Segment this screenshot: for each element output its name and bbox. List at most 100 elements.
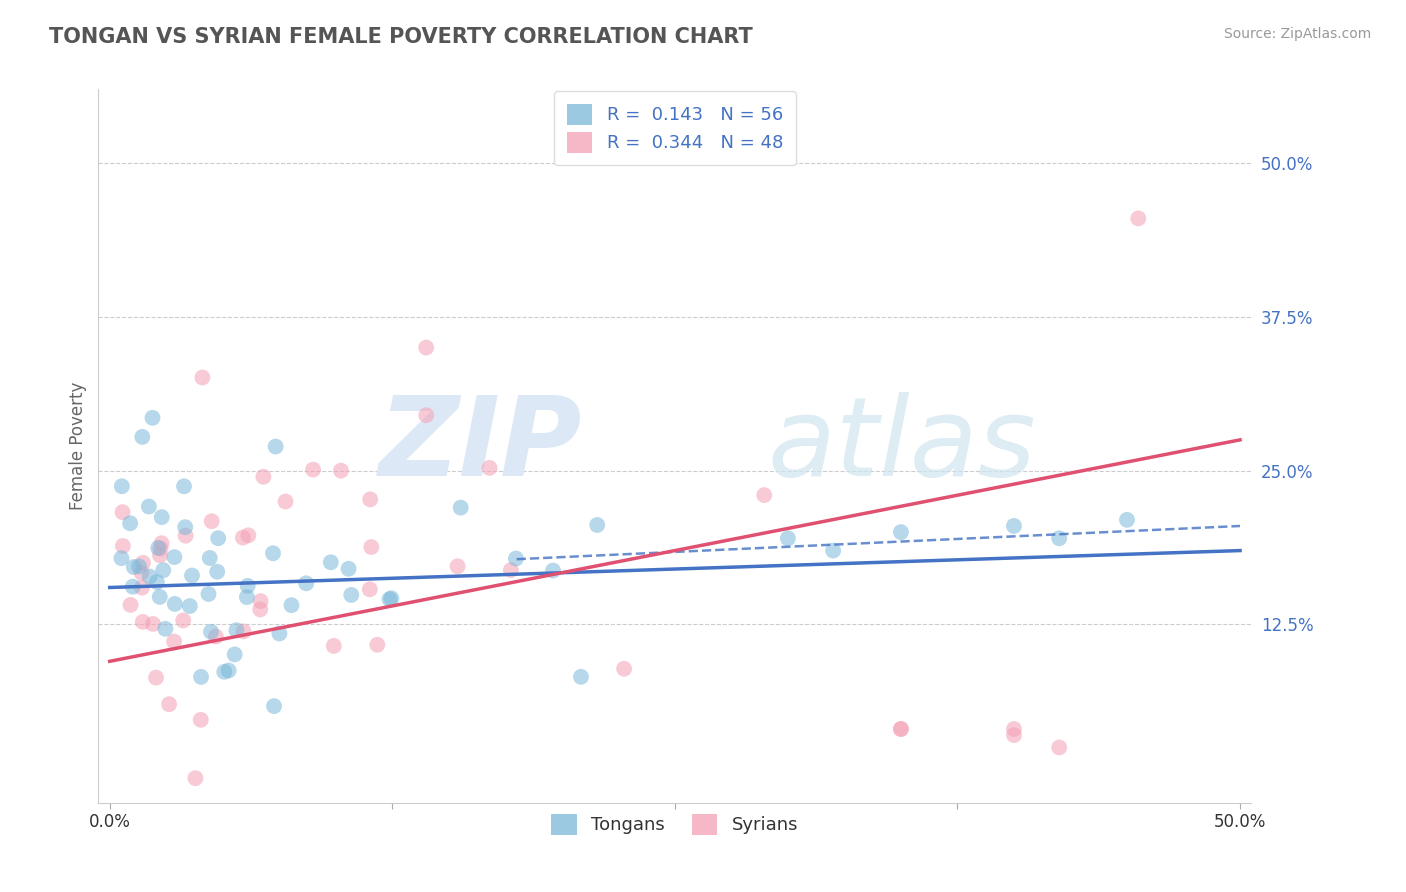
Point [322, 639, 344, 653]
Point [179, 599, 201, 613]
Point [366, 638, 388, 652]
Point [149, 549, 172, 563]
Point [478, 460, 501, 475]
Point [157, 697, 180, 711]
Point [163, 634, 186, 648]
Point [121, 580, 143, 594]
Point [141, 410, 163, 425]
Point [191, 370, 214, 384]
Point [586, 518, 609, 533]
Point [138, 500, 160, 514]
Point [207, 531, 229, 545]
Point [205, 630, 228, 644]
Point [295, 576, 318, 591]
Point [172, 614, 194, 628]
Point [155, 622, 177, 636]
Point [319, 555, 342, 569]
Point [232, 531, 254, 545]
Point [111, 505, 134, 519]
Point [181, 568, 204, 582]
Point [173, 479, 195, 493]
Point [415, 341, 437, 355]
Point [569, 670, 592, 684]
Point [201, 514, 224, 528]
Point [1002, 728, 1025, 742]
Point [120, 516, 142, 531]
Point [238, 528, 260, 542]
Point [280, 598, 302, 612]
Point [174, 520, 197, 534]
Point [236, 579, 259, 593]
Point [224, 648, 246, 662]
Point [302, 462, 325, 476]
Point [163, 597, 186, 611]
Point [1002, 722, 1025, 736]
Point [823, 543, 845, 558]
Point [146, 575, 169, 590]
Point [359, 492, 381, 507]
Point [252, 470, 274, 484]
Point [1116, 513, 1139, 527]
Point [890, 722, 912, 736]
Point [111, 539, 134, 553]
Point [145, 671, 167, 685]
Text: Source: ZipAtlas.com: Source: ZipAtlas.com [1223, 27, 1371, 41]
Point [359, 582, 381, 597]
Point [138, 569, 160, 583]
Point [329, 464, 352, 478]
Point [174, 529, 197, 543]
Point [131, 430, 153, 444]
Point [184, 771, 207, 785]
Point [225, 623, 247, 637]
Point [120, 598, 142, 612]
Point [1128, 211, 1150, 226]
Point [450, 500, 472, 515]
Point [131, 581, 153, 595]
Point [269, 626, 291, 640]
Point [198, 551, 221, 566]
Point [446, 559, 468, 574]
Point [214, 665, 236, 679]
Point [754, 488, 776, 502]
Point [232, 624, 254, 639]
Point [264, 440, 287, 454]
Point [236, 590, 259, 604]
Point [200, 624, 222, 639]
Point [163, 550, 186, 565]
Legend: Tongans, Syrians: Tongans, Syrians [543, 805, 807, 844]
Point [111, 479, 134, 493]
Point [262, 546, 284, 560]
Point [337, 562, 360, 576]
Point [263, 699, 285, 714]
Point [378, 592, 401, 607]
Point [150, 510, 173, 524]
Point [128, 559, 150, 574]
Point [142, 616, 165, 631]
Point [190, 713, 212, 727]
Point [197, 587, 219, 601]
Text: TONGAN VS SYRIAN FEMALE POVERTY CORRELATION CHART: TONGAN VS SYRIAN FEMALE POVERTY CORRELAT… [49, 27, 754, 46]
Y-axis label: Female Poverty: Female Poverty [69, 382, 87, 510]
Point [1047, 740, 1070, 755]
Text: atlas: atlas [768, 392, 1036, 500]
Point [1002, 519, 1025, 533]
Point [890, 722, 912, 736]
Point [415, 409, 437, 423]
Point [190, 670, 212, 684]
Point [149, 541, 172, 556]
Point [380, 591, 402, 606]
Point [148, 541, 170, 555]
Point [249, 602, 271, 616]
Point [149, 590, 172, 604]
Point [132, 556, 155, 570]
Text: ZIP: ZIP [380, 392, 582, 500]
Point [122, 560, 145, 574]
Point [131, 566, 153, 580]
Point [132, 615, 155, 629]
Point [218, 664, 240, 678]
Point [360, 540, 382, 554]
Point [249, 594, 271, 608]
Point [152, 563, 174, 577]
Point [1047, 531, 1070, 545]
Point [613, 662, 636, 676]
